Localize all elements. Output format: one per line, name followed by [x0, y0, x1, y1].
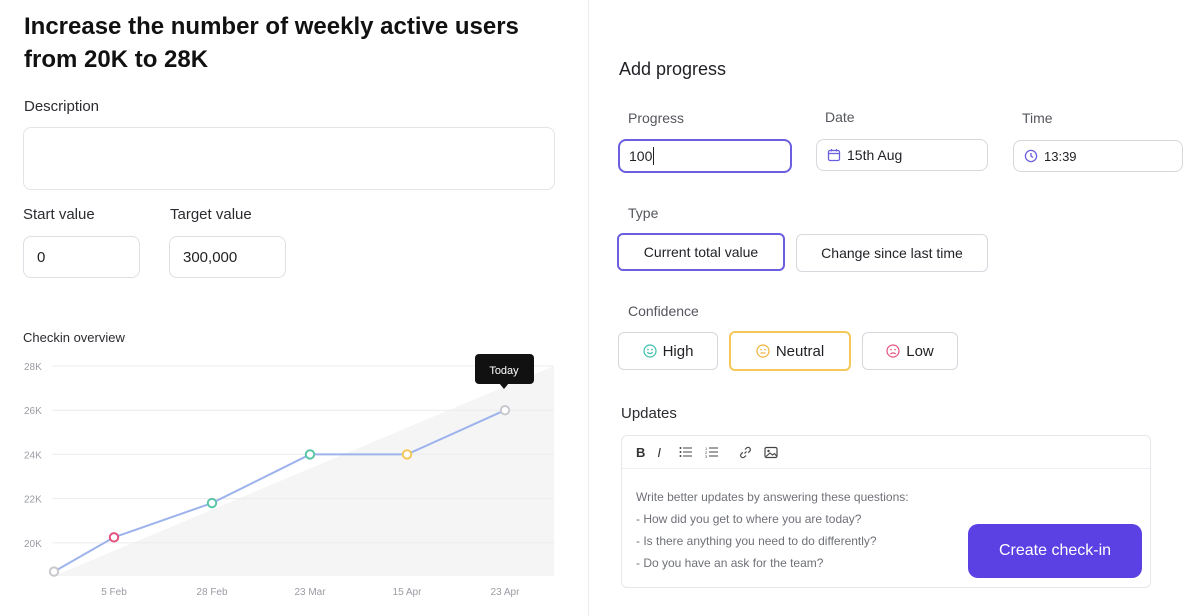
x-tick-label: 5 Feb	[101, 587, 127, 598]
series-line	[53, 409, 506, 573]
target-value-label: Target value	[170, 206, 252, 223]
start-value-label: Start value	[23, 206, 95, 223]
checkin-overview-title: Checkin overview	[23, 330, 125, 345]
frown-icon	[886, 344, 900, 358]
target-value-input[interactable]: 300,000	[169, 236, 286, 278]
panel-divider	[588, 0, 589, 616]
y-tick-label: 22K	[24, 495, 42, 506]
date-value: 15th Aug	[847, 147, 903, 163]
x-tick-label: 23 Apr	[491, 587, 521, 598]
data-point[interactable]	[401, 449, 413, 460]
type-change-since-label: Change since last time	[821, 245, 963, 261]
add-progress-panel: Add progress Progress 100 Date 15th Aug …	[589, 0, 1200, 616]
today-tooltip: Today	[475, 354, 534, 389]
type-label: Type	[628, 205, 659, 221]
updates-label: Updates	[621, 405, 677, 422]
svg-text:2: 2	[705, 450, 708, 455]
placeholder-line: - Is there anything you need to do diffe…	[636, 534, 877, 548]
x-tick-label: 15 Apr	[393, 587, 423, 598]
image-icon[interactable]	[764, 444, 778, 460]
objective-title: Increase the number of weekly active use…	[24, 13, 519, 73]
create-check-in-button[interactable]: Create check-in	[968, 524, 1142, 578]
type-change-since-button[interactable]: Change since last time	[796, 234, 988, 272]
smile-icon	[642, 344, 657, 358]
bullet-list-icon[interactable]	[679, 444, 693, 460]
time-picker[interactable]: 13:39	[1013, 140, 1183, 172]
bold-button[interactable]: B	[636, 444, 646, 460]
link-icon[interactable]	[739, 444, 752, 460]
confidence-high-label: High	[662, 342, 694, 360]
checkin-chart: 28K 26K 24K 22K 20K 5 Feb 28 Feb 23 Mar 15 Apr 2…	[24, 354, 554, 598]
svg-text:3: 3	[705, 454, 708, 458]
type-current-total-button[interactable]: Current total value	[617, 233, 785, 271]
calendar-icon	[827, 148, 841, 162]
chart-area	[54, 366, 554, 576]
progress-input[interactable]: 100	[618, 139, 792, 173]
description-field[interactable]	[23, 127, 555, 190]
neutral-face-icon	[756, 344, 770, 358]
start-value-input[interactable]: 0	[23, 236, 140, 278]
date-picker[interactable]: 15th Aug	[816, 139, 988, 171]
date-label: Date	[825, 109, 855, 125]
confidence-neutral-label: Neutral	[775, 342, 825, 360]
updates-placeholder: Write better updates by answering these …	[636, 486, 909, 574]
y-tick-label: 24K	[24, 450, 42, 461]
data-point[interactable]	[304, 449, 316, 460]
data-point[interactable]	[48, 566, 60, 577]
add-progress-title: Add progress	[619, 59, 727, 79]
placeholder-line: - How did you get to where you are today…	[636, 512, 862, 526]
data-point[interactable]	[499, 405, 511, 416]
progress-value: 100	[629, 148, 653, 164]
confidence-high-button[interactable]: High	[618, 332, 718, 370]
placeholder-line: Write better updates by answering these …	[636, 490, 909, 504]
time-value: 13:39	[1044, 148, 1077, 164]
italic-button[interactable]: I	[657, 444, 662, 460]
type-current-total-label: Current total value	[643, 244, 759, 260]
data-point[interactable]	[108, 532, 120, 543]
today-tooltip-arrow	[499, 383, 509, 389]
confidence-neutral-button[interactable]: Neutral	[729, 331, 851, 371]
confidence-low-button[interactable]: Low	[862, 332, 958, 370]
objective-panel: Increase the number of weekly active use…	[0, 0, 588, 616]
today-tooltip-box	[475, 354, 534, 384]
y-tick-label: 26K	[24, 406, 42, 417]
svg-text:1: 1	[705, 446, 708, 451]
x-tick-label: 28 Feb	[196, 587, 228, 598]
confidence-low-label: Low	[906, 342, 934, 360]
confidence-label: Confidence	[628, 303, 699, 319]
description-label: Description	[24, 98, 100, 115]
today-tooltip-label: Today	[489, 365, 519, 377]
time-label: Time	[1022, 110, 1053, 126]
y-tick-label: 28K	[24, 362, 42, 373]
placeholder-line: - Do you have an ask for the team?	[636, 556, 824, 570]
y-tick-label: 20K	[24, 539, 42, 550]
text-caret	[653, 147, 655, 165]
clock-icon	[1024, 149, 1038, 163]
data-point[interactable]	[206, 497, 218, 509]
progress-label: Progress	[628, 110, 685, 126]
x-tick-label: 23 Mar	[294, 587, 326, 598]
